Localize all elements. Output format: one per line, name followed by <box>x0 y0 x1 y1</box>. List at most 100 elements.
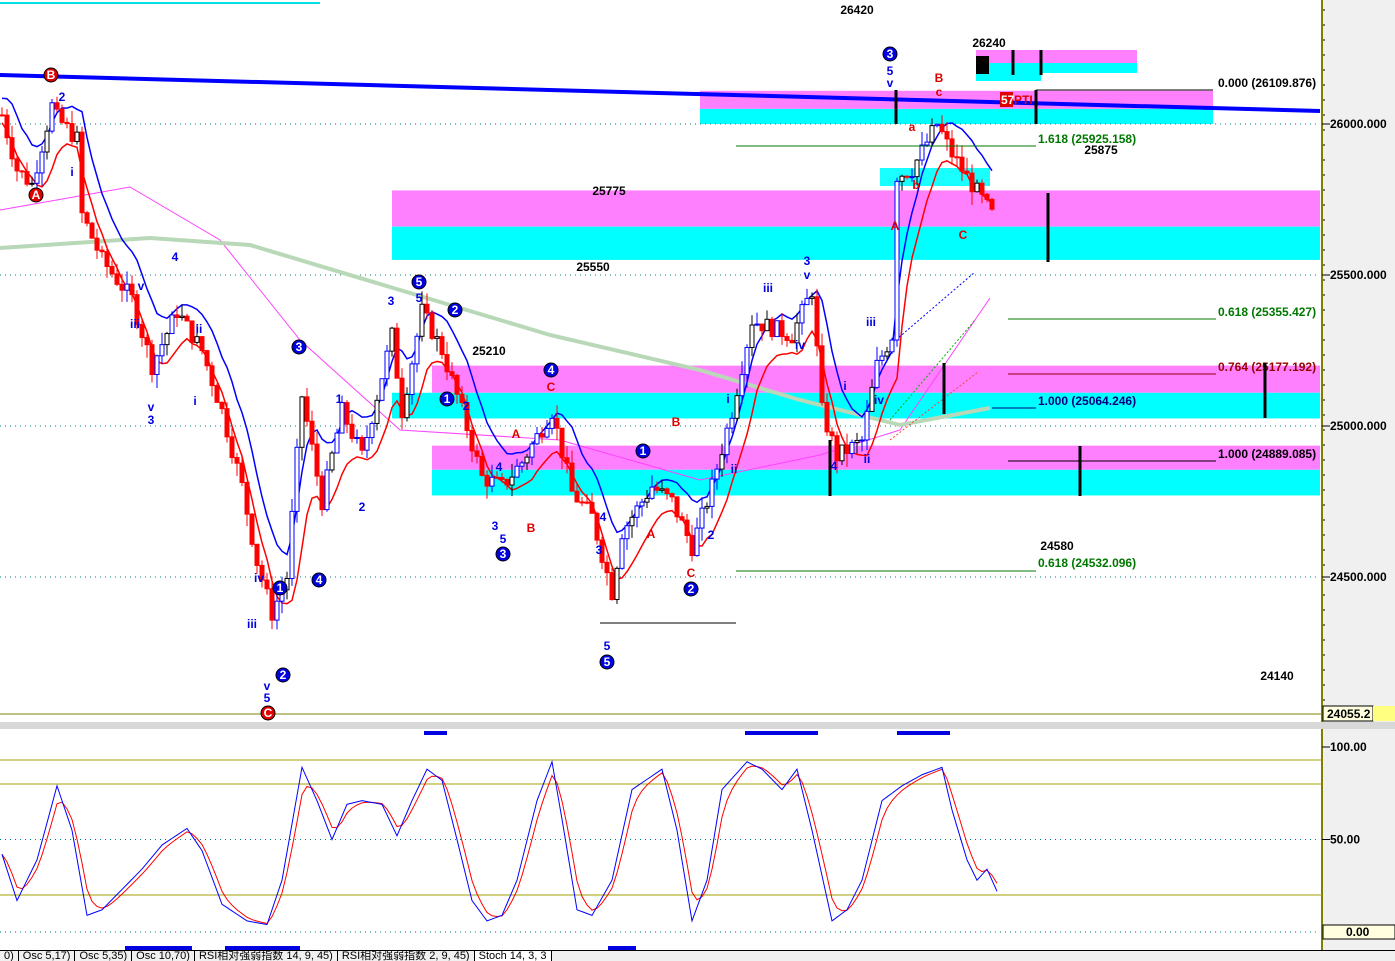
wave-label: c <box>936 85 943 99</box>
candle-body <box>289 510 295 580</box>
candle-body <box>659 488 665 491</box>
stoch-d-line <box>1 765 998 925</box>
candle-body <box>374 399 380 424</box>
candle-body <box>389 327 395 352</box>
indicator-tab[interactable]: RSI相对强弱指数 14, 9, 45) <box>195 951 338 961</box>
candle-body <box>154 355 160 376</box>
candle-body <box>499 477 505 480</box>
wave-label: 2 <box>280 668 287 682</box>
candle-body <box>944 131 950 140</box>
wave-circle <box>882 46 898 62</box>
indicator-tab[interactable]: Osc 10,70) <box>132 951 195 961</box>
candle-body <box>129 283 135 296</box>
indicator-tab[interactable]: Osc 5,17) <box>19 951 76 961</box>
price-annotation: 26240 <box>972 36 1006 50</box>
price-axis-panel <box>1322 0 1395 960</box>
candle-body <box>464 402 470 431</box>
candle-body <box>299 396 305 448</box>
wave-label: i <box>193 394 196 408</box>
candle-body <box>744 347 750 376</box>
indicator-tab[interactable]: Stoch 14, 3, 3 <box>474 951 552 961</box>
candle-body <box>709 478 715 507</box>
wave-label: v <box>148 400 155 414</box>
wave-label: 4 <box>496 460 503 474</box>
wave-label: B <box>47 68 56 82</box>
axis-label: 25000.000 <box>1330 419 1387 433</box>
candle-body <box>629 516 635 527</box>
wave-label: 3 <box>388 294 395 308</box>
wave-circle <box>495 546 511 562</box>
candle-body <box>344 402 350 425</box>
candle-body <box>609 572 615 601</box>
candle-body <box>479 455 485 476</box>
candle-body <box>14 158 20 172</box>
candle-body <box>314 443 320 477</box>
candle-body <box>544 427 550 438</box>
channel-line-green <box>889 319 976 421</box>
zone-small-cyan <box>976 63 1137 73</box>
wave-label: ii <box>196 322 203 336</box>
candle-body <box>379 378 385 401</box>
wave-label: A <box>32 188 41 202</box>
wave-label: b <box>912 178 919 192</box>
candle-body <box>34 172 40 184</box>
indicator-tab[interactable]: 0) <box>0 951 19 961</box>
candle-body <box>684 519 690 537</box>
candle-body <box>294 446 300 512</box>
candle-body <box>184 315 190 322</box>
ma-magenta <box>0 186 991 481</box>
candle-body <box>554 417 560 429</box>
wave-label: ii <box>864 452 871 466</box>
stoch-axis-label: 50.00 <box>1330 833 1360 847</box>
indicator-tabs: 0) Osc 5,17) Osc 5,35) Osc 10,70) RSI相对强弱指数 … <box>0 950 1395 961</box>
candle-body <box>809 296 815 299</box>
candle-body <box>644 497 650 503</box>
candle-body <box>309 420 315 445</box>
candle-body <box>564 457 570 464</box>
candle-body <box>439 336 445 356</box>
candle-body <box>954 156 960 159</box>
candle-body <box>734 395 740 419</box>
indicator-tab[interactable]: RSI相对强弱指数 2, 9, 45) <box>338 951 475 961</box>
candle-body <box>874 359 880 388</box>
candle-body <box>579 501 585 504</box>
candle-body <box>529 443 535 458</box>
zones <box>392 50 1320 496</box>
wave-label: iii <box>130 317 140 331</box>
wave-label: 4 <box>600 510 607 524</box>
candle-body <box>454 374 460 395</box>
stoch-last-box <box>1322 924 1395 940</box>
wave-label: 3 <box>500 547 507 561</box>
candle-body <box>324 469 330 511</box>
fib-label: 1.618 (25925.158) <box>1038 132 1136 146</box>
candle-body <box>24 170 30 185</box>
indicator-tab[interactable]: Osc 5,35) <box>75 951 133 961</box>
candle-body <box>669 493 675 498</box>
wave-label: v <box>264 679 271 693</box>
candle-body <box>139 323 145 339</box>
candle-body <box>819 345 825 403</box>
candle-body <box>714 468 720 480</box>
price-annotation: 25210 <box>472 344 506 358</box>
candle-body <box>104 251 110 268</box>
candle-body <box>9 137 15 160</box>
wave-circle <box>599 654 615 670</box>
candle-body <box>869 386 875 412</box>
candle-body <box>419 303 425 337</box>
panel-splitter <box>0 722 1395 729</box>
candle-body <box>829 431 835 437</box>
wave-label: 4 <box>548 363 555 377</box>
candle-body <box>969 172 975 193</box>
wave-circle <box>272 580 288 596</box>
ma-blue <box>1 97 993 556</box>
zone-small-pink <box>976 50 1137 63</box>
candle-body <box>194 336 200 343</box>
candle-body <box>494 476 500 479</box>
zone-cyan-3 <box>700 108 1213 124</box>
candle-body <box>179 315 185 319</box>
candle-body <box>929 125 935 143</box>
wave-label: A <box>647 527 656 541</box>
wave-label: 5 <box>887 64 894 78</box>
candle-body <box>539 433 545 438</box>
